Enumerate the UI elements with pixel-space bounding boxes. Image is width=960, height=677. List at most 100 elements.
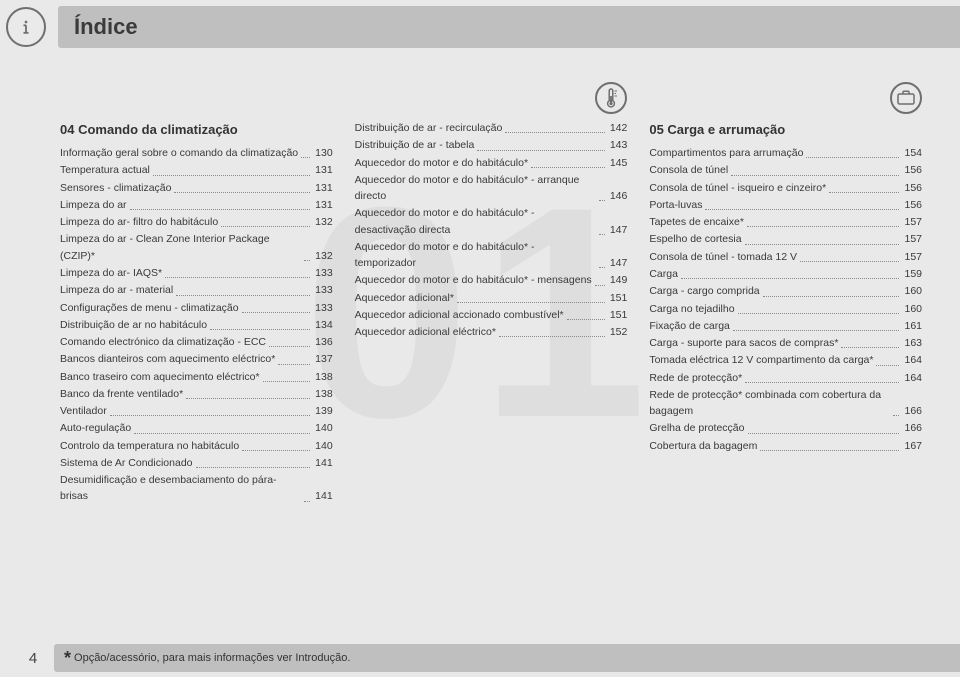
toc-entry-leader bbox=[110, 415, 310, 416]
toc-entry-page: 157 bbox=[902, 214, 922, 230]
toc-entry-page: 131 bbox=[313, 180, 333, 196]
toc-entry-label: Aquecedor do motor e do habitáculo* - me… bbox=[355, 272, 592, 288]
toc-entry-leader bbox=[829, 192, 899, 193]
toc-entry-leader bbox=[174, 192, 310, 193]
toc-entry-label: Banco da frente ventilado* bbox=[60, 386, 183, 402]
header: Índice bbox=[0, 0, 960, 54]
toc-entry-leader bbox=[242, 450, 310, 451]
toc-entry-page: 160 bbox=[902, 283, 922, 299]
toc-entry-leader bbox=[841, 347, 899, 348]
toc-entry: Espelho de cortesia 157 bbox=[649, 231, 922, 247]
toc-entry-label: Limpeza do ar bbox=[60, 197, 127, 213]
toc-entry-page: 138 bbox=[313, 369, 333, 385]
toc-entry: Consola de túnel - isqueiro e cinzeiro*1… bbox=[649, 180, 922, 196]
thermometer-icon bbox=[595, 82, 627, 114]
toc-entry-leader bbox=[747, 226, 900, 227]
toc-entry-leader bbox=[876, 365, 899, 366]
toc-entry: Distribuição de ar - tabela143 bbox=[355, 137, 628, 153]
toc-entry-label: Rede de protecção* bbox=[649, 370, 742, 386]
toc-entry-page: 140 bbox=[313, 438, 333, 454]
toc-entry-label: Consola de túnel - tomada 12 V bbox=[649, 249, 797, 265]
toc-entry-page: 139 bbox=[313, 403, 333, 419]
col2-list: Distribuição de ar - recirculação142Dist… bbox=[355, 120, 628, 340]
toc-entry-leader bbox=[531, 167, 605, 168]
toc-entry: Cobertura da bagagem167 bbox=[649, 438, 922, 454]
toc-entry-label: Aquecedor adicional eléctrico* bbox=[355, 324, 496, 340]
toc-entry-page: 166 bbox=[902, 420, 922, 436]
toc-entry-leader bbox=[477, 150, 604, 151]
toc-entry-label: Distribuição de ar - tabela bbox=[355, 137, 475, 153]
toc-entry: Banco da frente ventilado*138 bbox=[60, 386, 333, 402]
toc-entry-page: 131 bbox=[313, 162, 333, 178]
toc-entry: Aquecedor do motor e do habitáculo* - de… bbox=[355, 205, 628, 238]
toc-entry-leader bbox=[263, 381, 311, 382]
toc-entry: Distribuição de ar no habitáculo134 bbox=[60, 317, 333, 333]
toc-entry-page: 140 bbox=[313, 420, 333, 436]
toc-entry-label: Aquecedor do motor e do habitáculo* - te… bbox=[355, 239, 596, 272]
toc-entry-label: Aquecedor do motor e do habitáculo* bbox=[355, 155, 528, 171]
toc-entry: Aquecedor adicional accionado combustíve… bbox=[355, 307, 628, 323]
toc-entry-leader bbox=[499, 336, 605, 337]
toc-entry-label: Bancos dianteiros com aquecimento eléctr… bbox=[60, 351, 275, 367]
footnote-star: * bbox=[64, 649, 71, 667]
toc-entry-leader bbox=[301, 157, 310, 158]
toc-entry-page: 133 bbox=[313, 282, 333, 298]
toc-entry-label: Espelho de cortesia bbox=[649, 231, 741, 247]
toc-entry-label: Aquecedor do motor e do habitáculo* - ar… bbox=[355, 172, 596, 205]
toc-entry-leader bbox=[599, 200, 605, 201]
toc-entry-label: Aquecedor adicional accionado combustíve… bbox=[355, 307, 564, 323]
toc-entry: Limpeza do ar- filtro do habitáculo132 bbox=[60, 214, 333, 230]
page-title: Índice bbox=[74, 14, 138, 40]
toc-entry-page: 156 bbox=[902, 197, 922, 213]
toc-entry: Distribuição de ar - recirculação142 bbox=[355, 120, 628, 136]
column-3: 05 Carga e arrumação Compartimentos para… bbox=[649, 82, 922, 614]
toc-entry-label: Limpeza do ar - Clean Zone Interior Pack… bbox=[60, 231, 301, 264]
toc-entry: Grelha de protecção 166 bbox=[649, 420, 922, 436]
toc-entry-page: 131 bbox=[313, 197, 333, 213]
toc-entry-page: 147 bbox=[608, 255, 628, 271]
toc-entry-page: 157 bbox=[902, 249, 922, 265]
toc-entry-label: Porta-luvas bbox=[649, 197, 702, 213]
col1-list: Informação geral sobre o comando da clim… bbox=[60, 145, 333, 505]
col1-icon-slot bbox=[60, 82, 333, 116]
toc-entry-leader bbox=[134, 433, 310, 434]
toc-entry: Porta-luvas 156 bbox=[649, 197, 922, 213]
toc-entry-page: 157 bbox=[902, 231, 922, 247]
toc-entry: Consola de túnel156 bbox=[649, 162, 922, 178]
toc-entry-page: 136 bbox=[313, 334, 333, 350]
toc-entry-page: 141 bbox=[313, 488, 333, 504]
toc-entry-leader bbox=[153, 175, 310, 176]
toc-entry: Controlo da temperatura no habitáculo 140 bbox=[60, 438, 333, 454]
toc-entry-leader bbox=[893, 415, 899, 416]
toc-entry: Limpeza do ar - material133 bbox=[60, 282, 333, 298]
toc-entry: Fixação de carga161 bbox=[649, 318, 922, 334]
toc-entry-leader bbox=[505, 132, 604, 133]
toc-entry-leader bbox=[304, 501, 310, 502]
toc-entry: Aquecedor do motor e do habitáculo* - te… bbox=[355, 239, 628, 272]
toc-entry: Aquecedor do motor e do habitáculo* - ar… bbox=[355, 172, 628, 205]
col2-icon-slot bbox=[355, 82, 628, 116]
toc-entry-leader bbox=[186, 398, 310, 399]
toc-entry-label: Distribuição de ar no habitáculo bbox=[60, 317, 207, 333]
toc-entry-page: 146 bbox=[608, 188, 628, 204]
footnote-text: Opção/acessório, para mais informações v… bbox=[74, 652, 350, 664]
col1-heading: 04 Comando da climatização bbox=[60, 120, 333, 140]
toc-entry-label: Configurações de menu - climatização bbox=[60, 300, 239, 316]
toc-entry-leader bbox=[278, 364, 310, 365]
toc-entry-label: Carga no tejadilho bbox=[649, 301, 734, 317]
toc-entry-leader bbox=[705, 209, 899, 210]
toc-entry-page: 164 bbox=[902, 352, 922, 368]
toc-entry-label: Limpeza do ar- IAQS* bbox=[60, 265, 162, 281]
toc-entry-label: Controlo da temperatura no habitáculo bbox=[60, 438, 239, 454]
toc-entry-label: Grelha de protecção bbox=[649, 420, 744, 436]
toc-entry: Bancos dianteiros com aquecimento eléctr… bbox=[60, 351, 333, 367]
toc-entry-page: 151 bbox=[608, 307, 628, 323]
toc-entry-page: 167 bbox=[902, 438, 922, 454]
toc-entry: Comando electrónico da climatização - EC… bbox=[60, 334, 333, 350]
toc-entry-leader bbox=[304, 260, 310, 261]
toc-entry-page: 141 bbox=[313, 455, 333, 471]
toc-entry: Sistema de Ar Condicionado141 bbox=[60, 455, 333, 471]
toc-entry-leader bbox=[599, 234, 605, 235]
toc-entry-leader bbox=[745, 244, 900, 245]
toc-entry-page: 147 bbox=[608, 222, 628, 238]
